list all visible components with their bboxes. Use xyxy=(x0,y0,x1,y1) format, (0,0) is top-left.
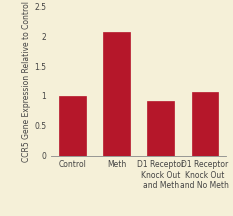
Y-axis label: CCR5 Gene Expression Relative to Control: CCR5 Gene Expression Relative to Control xyxy=(23,0,31,162)
Bar xyxy=(59,96,86,156)
Bar xyxy=(147,101,174,156)
Bar xyxy=(192,92,218,156)
Bar xyxy=(103,32,130,156)
